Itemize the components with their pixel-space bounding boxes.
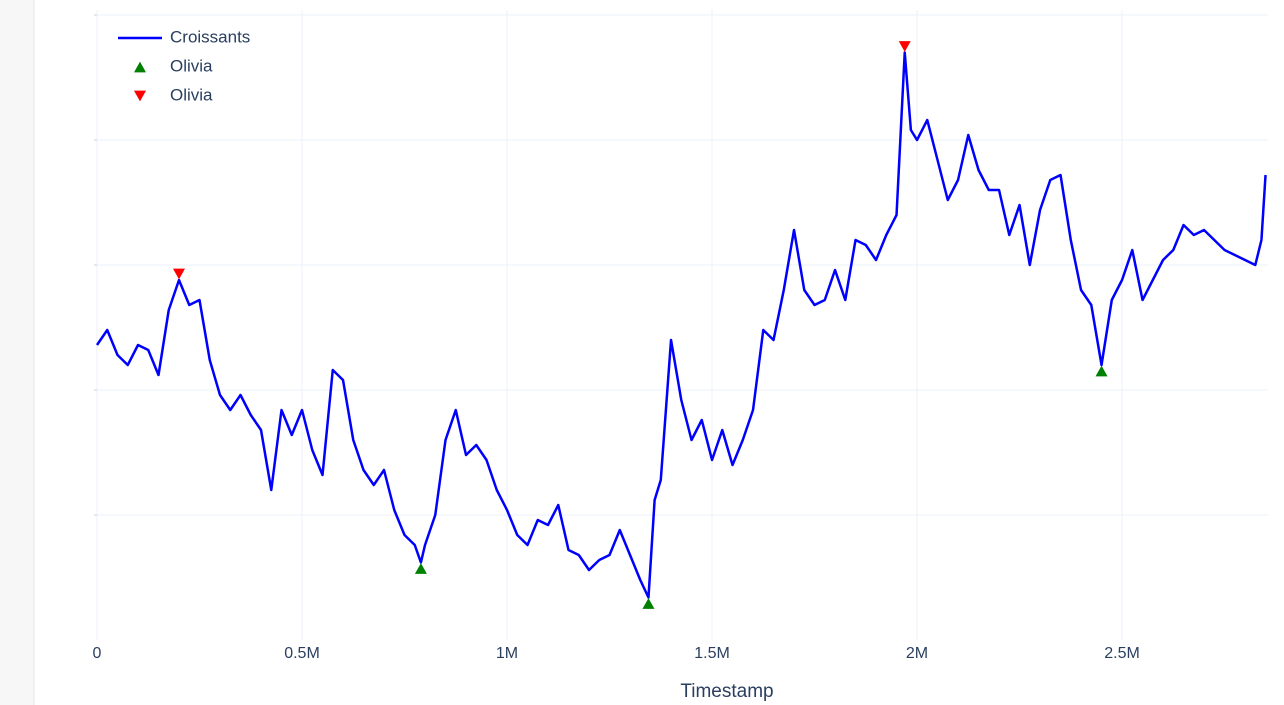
legend-label[interactable]: Olivia [170,85,213,104]
x-tick-label: 1.5M [694,645,730,662]
grid: 0 0.5M 1M 1.5M 2M 2.5M [93,10,1268,662]
marker [898,41,911,52]
x-tick-label: 1M [496,645,518,662]
marker [1095,365,1108,377]
x-tick-label: 2.5M [1104,645,1140,662]
data-line [95,51,1267,599]
x-axis-title: Timestamp [680,681,773,702]
marker [642,598,655,609]
legend-swatch [134,90,146,102]
marker [414,563,427,574]
x-tick-label: 0.5M [284,645,320,662]
plot-area [95,41,1267,609]
legend[interactable]: Croissants Olivia Olivia [118,27,250,104]
legend-swatch [134,61,146,73]
legend-label[interactable]: Croissants [170,27,250,46]
marker [173,268,186,280]
x-tick-label: 2M [906,645,928,662]
legend-label[interactable]: Olivia [170,56,213,75]
side-panel [0,0,34,705]
x-tick-label: 0 [93,645,102,662]
